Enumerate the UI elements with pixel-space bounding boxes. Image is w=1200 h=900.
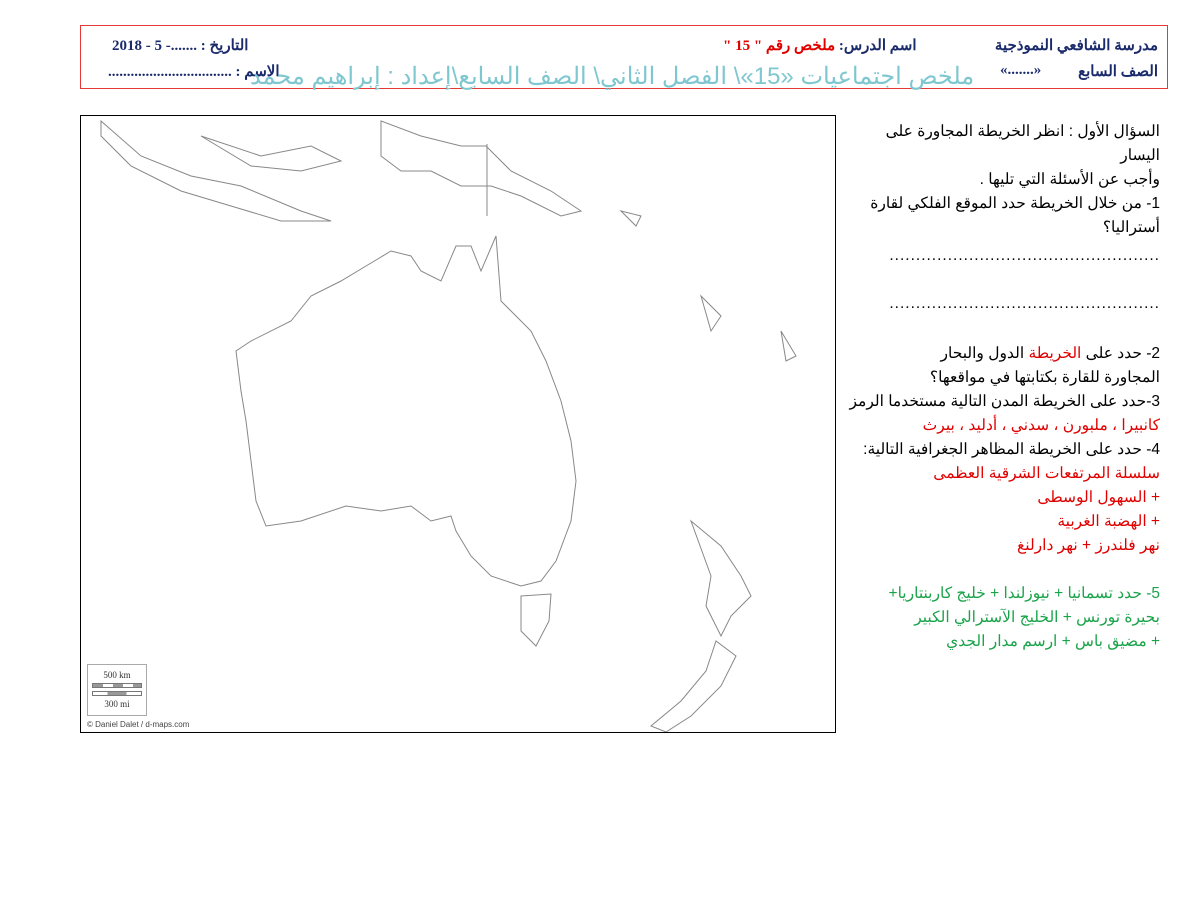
feature-item: نهر فلندرز + نهر دارلنغ	[1017, 537, 1160, 554]
watermark: ملخص اجتماعيات «15»\ الفصل الثاني\ الصف …	[250, 63, 975, 90]
worksheet-header	[80, 25, 1168, 89]
q2-text: الدول والبحار	[940, 345, 1029, 362]
question-5: 5- حدد تسمانيا + نيوزلندا + خليج كاربنتا…	[888, 585, 1160, 602]
q2-text: 2- حدد على	[1081, 345, 1160, 362]
question-3: 3-حدد على الخريطة المدن التالية مستخدما …	[849, 393, 1160, 410]
name-field: الاسم : ................................…	[108, 64, 280, 80]
question-1-cont: أستراليا؟	[1102, 219, 1160, 236]
question-2-cont: المجاورة للقارة بكتابتها في مواقعها؟	[929, 369, 1160, 386]
indonesia-outline	[100, 119, 332, 222]
australia-outline-map: 500 km 300 mi © Daniel Dalet / d-maps.co…	[80, 115, 836, 733]
q2-highlight: الخريطة	[1028, 345, 1082, 362]
intro-line: وأجب عن الأسئلة التي تليها .	[979, 171, 1160, 188]
feature-item: + السهول الوسطى	[1037, 489, 1160, 506]
australia-outline	[235, 235, 577, 587]
scale-mi-bar	[92, 691, 142, 696]
tasmania-outline	[520, 593, 552, 647]
answer-line: ........................................…	[889, 247, 1160, 264]
scale-km-bar	[92, 683, 142, 688]
grade-value: «.......»	[1000, 62, 1042, 78]
map-credit: © Daniel Dalet / d-maps.com	[87, 720, 190, 729]
question-4: 4- حدد على الخريطة المظاهر الجغرافية الت…	[863, 441, 1160, 458]
school-name: مدرسة الشافعي النموذجية	[994, 38, 1158, 54]
lesson-value: ملخص رقم " 15 "	[723, 38, 836, 54]
question-5-cont: + مضيق باس + ارسم مدار الجدي	[946, 633, 1160, 650]
islands-outline	[200, 135, 797, 362]
scale-mi: 300 mi	[104, 699, 130, 709]
intro-line: السؤال الأول : انظر الخريطة المجاورة على	[885, 123, 1160, 140]
question-1: 1- من خلال الخريطة حدد الموقع الفلكي لقا…	[870, 195, 1160, 212]
feature-item: + الهضبة الغربية	[1057, 513, 1160, 530]
questions-panel: السؤال الأول : انظر الخريطة المجاورة على…	[842, 120, 1160, 654]
new-zealand-north-outline	[689, 519, 752, 638]
intro-line: اليسار	[1120, 147, 1160, 164]
new-guinea-outline	[380, 120, 583, 217]
scale-km: 500 km	[103, 670, 131, 680]
new-zealand-south-outline	[650, 640, 737, 733]
cities-list: كانبيرا ، ملبورن ، سدني ، أدليد ، بيرث	[922, 417, 1160, 434]
question-2: 2- حدد على الخريطة الدول والبحار	[842, 342, 1161, 366]
date-field: التاريخ : .......- 5 - 2018	[112, 38, 249, 54]
lesson-title: اسم الدرس: ملخص رقم " 15 "	[723, 36, 917, 55]
feature-item: سلسلة المرتفعات الشرقية العظمى	[933, 465, 1160, 482]
question-5-cont: بحيرة تورنس + الخليج الآسترالي الكبير	[914, 609, 1160, 626]
lesson-label: اسم الدرس:	[838, 38, 917, 54]
scale-bar: 500 km 300 mi	[87, 664, 147, 716]
grade-label: الصف السابع	[1078, 64, 1158, 80]
map-drawing	[100, 119, 797, 733]
answer-line: ........................................…	[889, 295, 1160, 312]
